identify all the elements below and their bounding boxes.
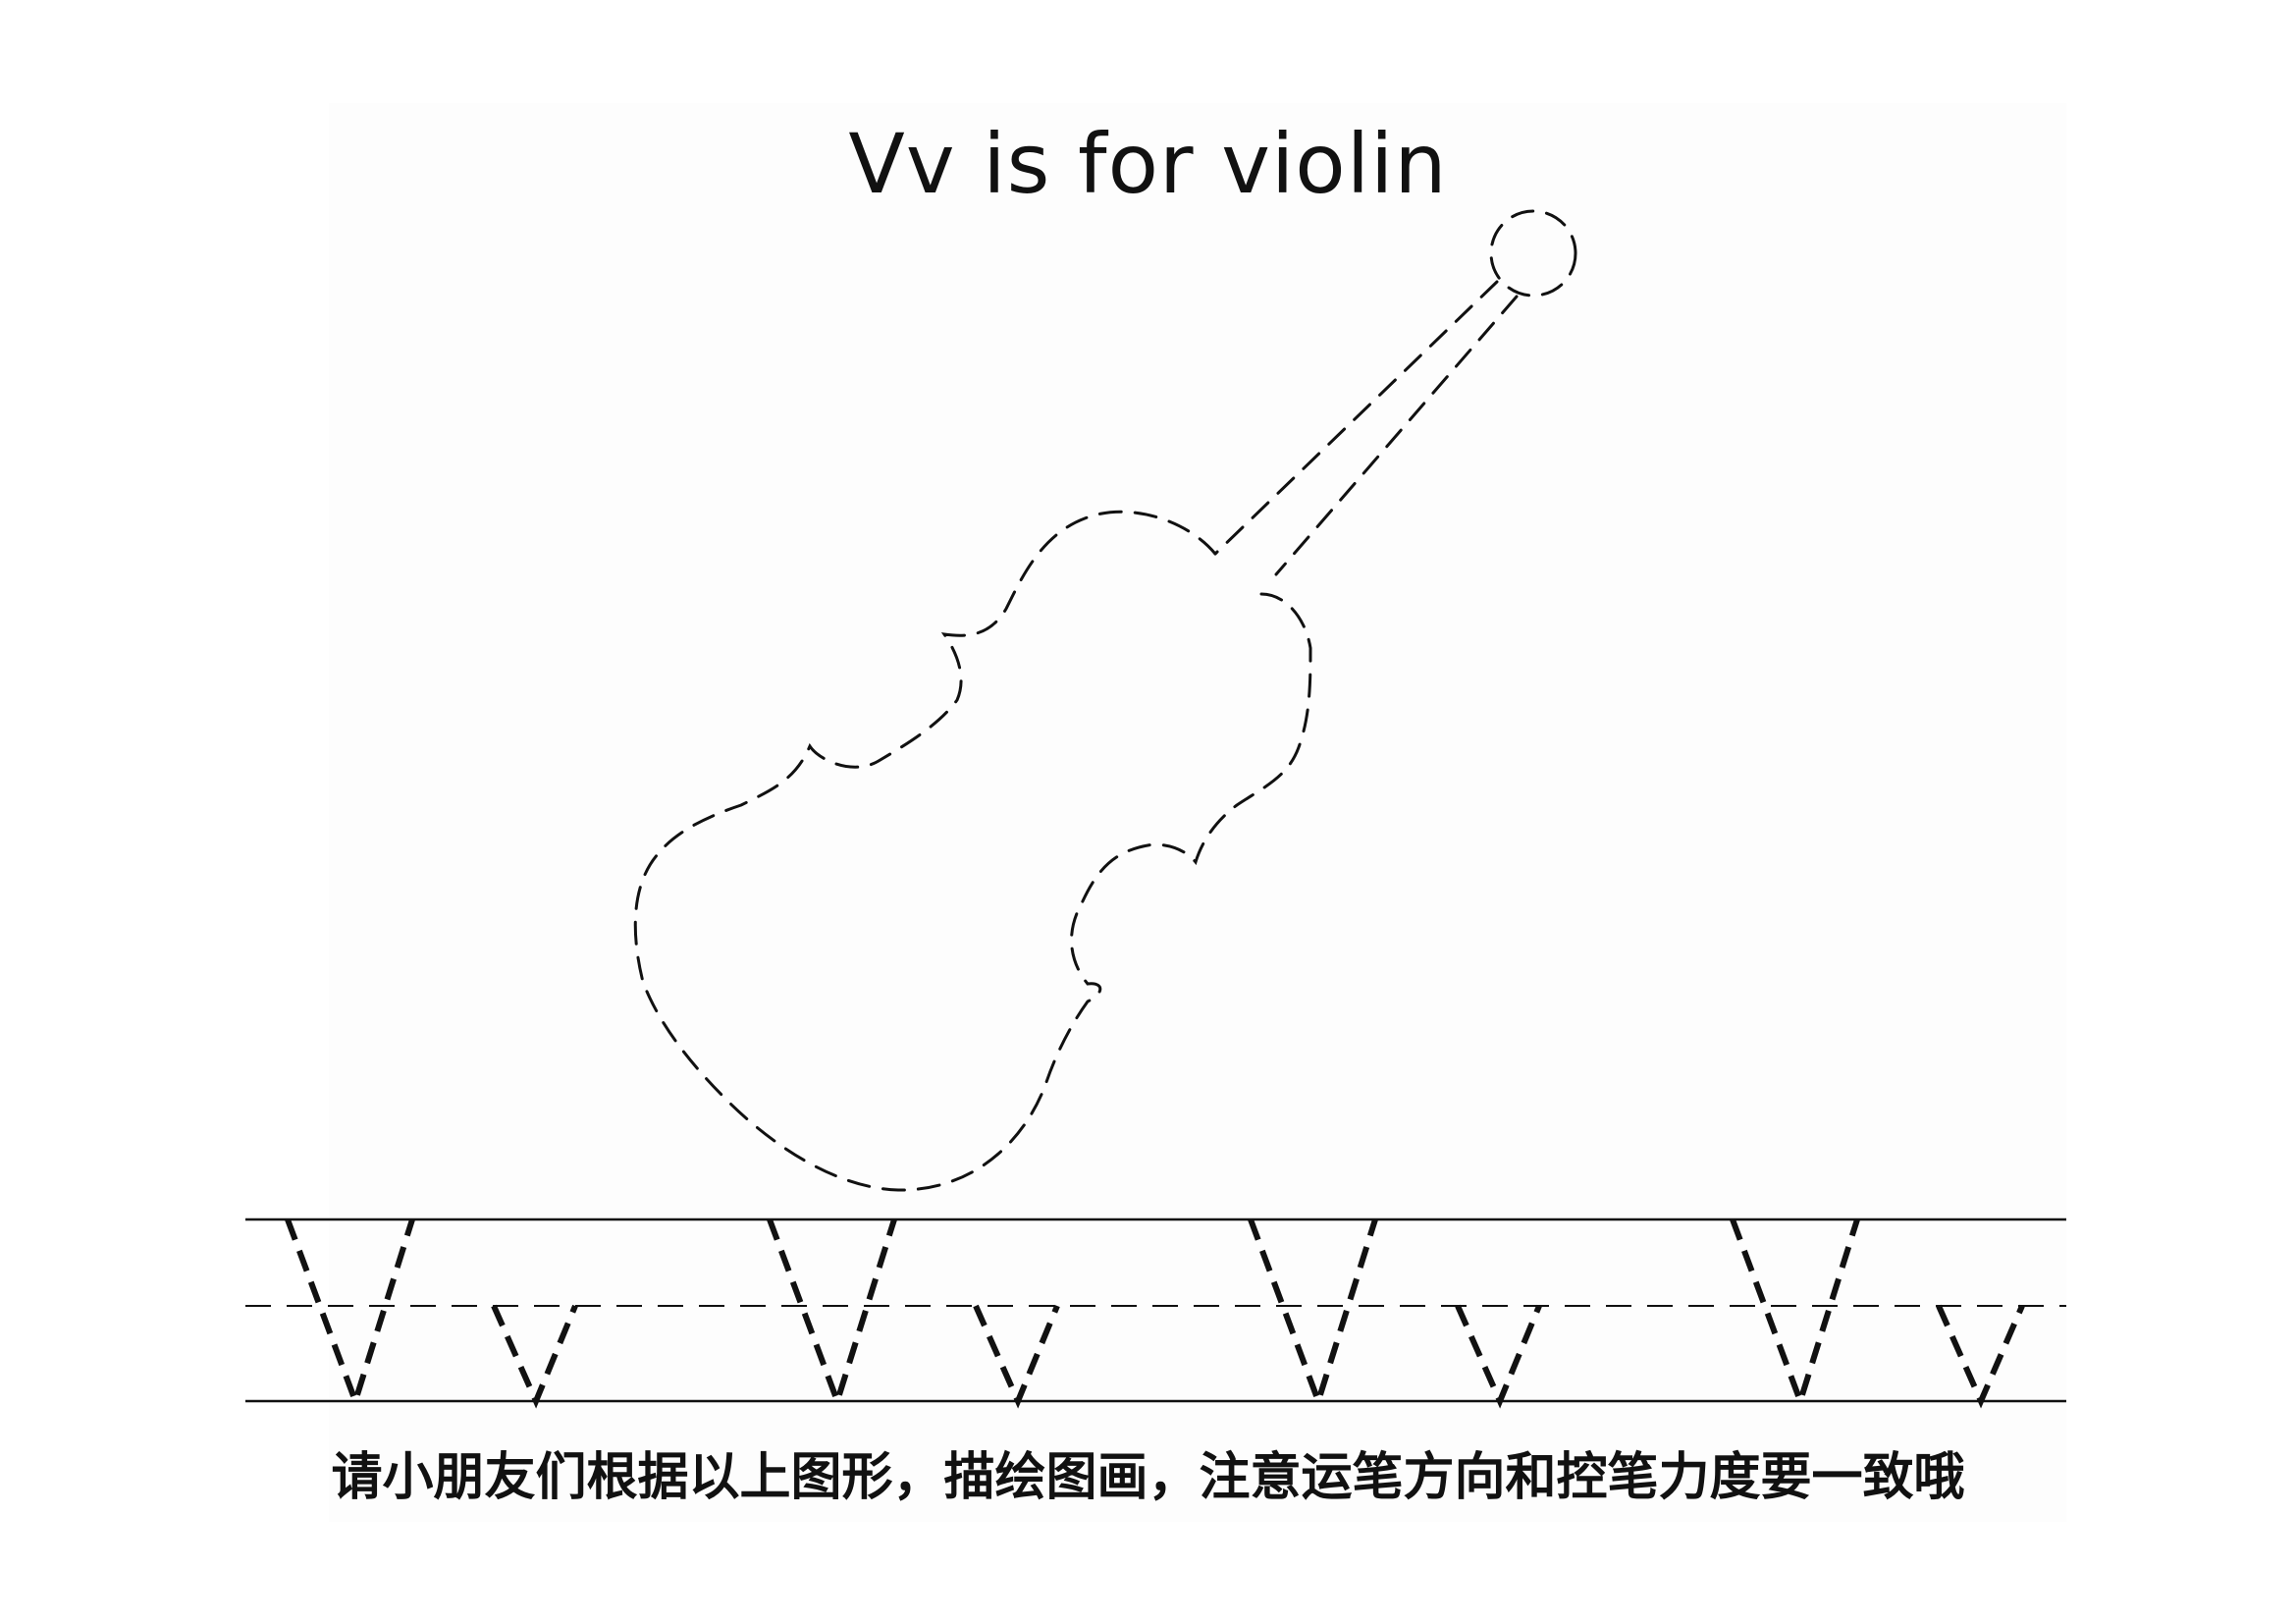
uppercase-v-4	[1730, 1218, 1860, 1411]
lowercase-v-2	[973, 1304, 1060, 1409]
violin-scroll	[1489, 209, 1577, 298]
handwriting-guide-lines	[245, 1218, 2066, 1403]
violin-body	[633, 510, 1312, 1192]
tracing-letter-pair-4	[1730, 1218, 2025, 1411]
instruction-text: 请小朋友们根据以上图形，描绘图画，注意运笔方向和控笔力度要一致哦	[331, 1448, 1965, 1507]
violin-neck-left	[1213, 280, 1499, 556]
uppercase-v-3	[1248, 1218, 1378, 1411]
worksheet-area	[329, 103, 2066, 1522]
tracing-letters	[285, 1218, 2025, 1411]
tracing-letter-pair-2	[767, 1218, 1060, 1411]
tracing-letter-pair-1	[285, 1218, 578, 1411]
violin-neck-right	[1274, 295, 1519, 576]
tracing-letter-pair-3	[1248, 1218, 1542, 1411]
lowercase-v-3	[1455, 1304, 1542, 1409]
lowercase-v-1	[491, 1304, 578, 1409]
violin-outline-icon	[633, 209, 1577, 1192]
worksheet-title: Vv is for violin	[848, 116, 1448, 212]
lowercase-v-4	[1936, 1304, 2025, 1409]
uppercase-v-2	[767, 1218, 897, 1411]
uppercase-v-1	[285, 1218, 415, 1411]
